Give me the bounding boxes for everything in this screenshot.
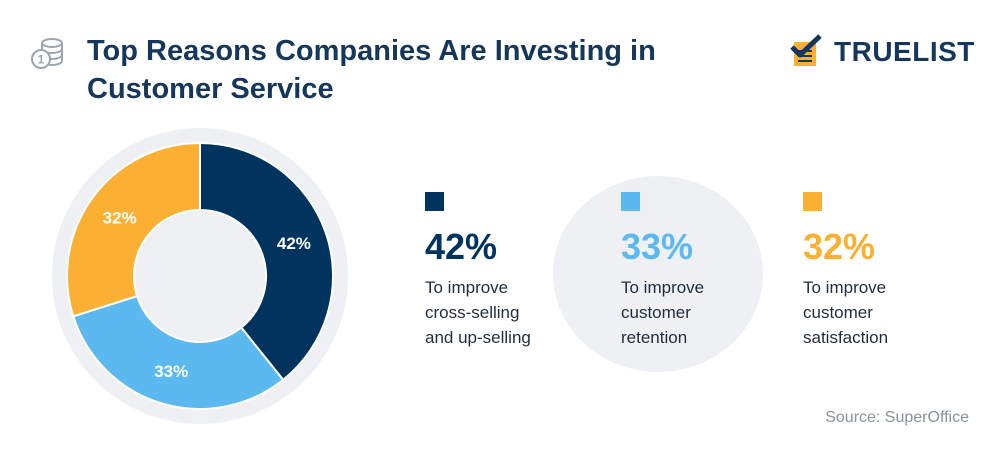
legend-swatch xyxy=(425,192,444,211)
legend-swatch xyxy=(803,192,822,211)
legend-value: 33% xyxy=(621,226,694,267)
legend-line: cross-selling xyxy=(425,303,520,322)
donut-slice xyxy=(72,294,285,410)
donut-chart: 42% 33% 32% xyxy=(52,128,348,424)
legend-description: To improve cross-selling and up-selling xyxy=(425,275,585,350)
legend-line: customer xyxy=(621,303,691,322)
source-note: Source: SuperOffice xyxy=(825,409,969,426)
coins-icon: 1 xyxy=(31,38,63,69)
legend-swatch xyxy=(621,192,640,211)
chart-title: Top Reasons Companies Are Investing in C… xyxy=(87,35,656,105)
legend-description: To improve customer satisfaction xyxy=(803,275,963,350)
legend-description: To improve customer retention xyxy=(621,275,781,350)
legend-line: retention xyxy=(621,328,688,347)
highlight-circle xyxy=(553,176,763,372)
legend-line: customer xyxy=(803,303,873,322)
legend-line: satisfaction xyxy=(803,328,889,347)
checklist-logo-icon xyxy=(790,34,822,66)
legend-item-retention: 33% To improve customer retention xyxy=(621,192,781,350)
slice-label: 32% xyxy=(103,208,137,227)
legend-line: To improve xyxy=(425,278,509,297)
legend-line: To improve xyxy=(621,278,705,297)
brand-name: TRUELIST xyxy=(834,36,975,67)
legend-value: 42% xyxy=(425,226,498,267)
donut-slice xyxy=(199,141,334,382)
legend-item-satisfaction: 32% To improve customer satisfaction xyxy=(803,192,963,350)
slice-label: 42% xyxy=(277,234,311,253)
svg-text:1: 1 xyxy=(38,53,45,67)
brand: TRUELIST xyxy=(790,34,975,70)
legend-item-cross-selling: 42% To improve cross-selling and up-sell… xyxy=(425,192,585,350)
legend-line: and up-selling xyxy=(425,328,531,347)
donut-slice xyxy=(66,141,201,318)
legend-line: To improve xyxy=(803,278,887,297)
slice-label: 33% xyxy=(154,362,188,381)
legend-value: 32% xyxy=(803,226,876,267)
